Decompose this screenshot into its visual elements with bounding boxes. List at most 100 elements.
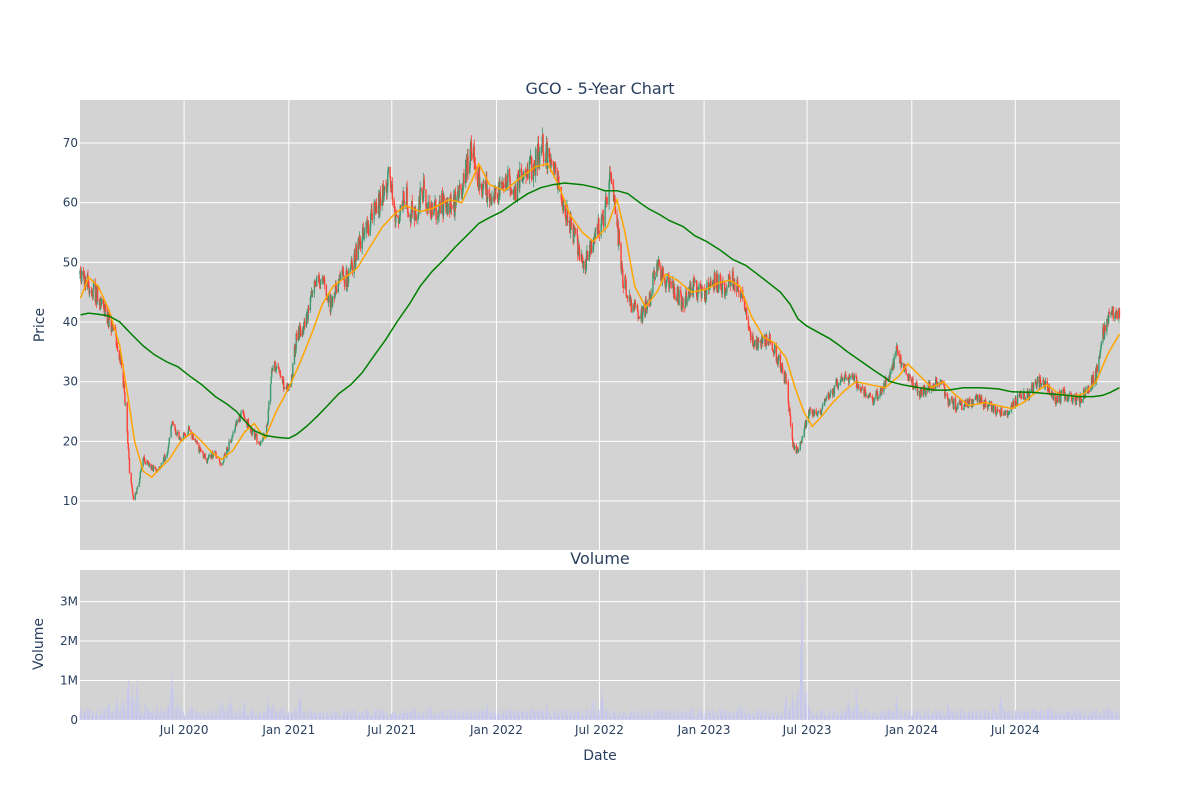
candle-body <box>577 244 580 255</box>
candle-body <box>251 431 254 435</box>
volume-bar <box>907 716 909 720</box>
volume-bar <box>521 711 523 720</box>
volume-bar <box>298 699 300 720</box>
candle-body <box>729 275 731 280</box>
candle-body <box>236 419 238 424</box>
volume-bar <box>163 711 164 720</box>
candle-body <box>104 305 107 310</box>
volume-bar <box>730 711 732 720</box>
candle-body <box>373 202 375 220</box>
candle-body <box>274 361 276 372</box>
volume-bar <box>331 713 332 720</box>
volume-bar <box>316 715 318 720</box>
volume-bar <box>640 709 642 720</box>
volume-bar <box>646 714 648 720</box>
volume-bar <box>883 709 885 720</box>
volume-bar <box>1032 709 1034 720</box>
candle-body <box>876 390 878 394</box>
volume-bar <box>291 712 293 720</box>
volume-bar <box>569 714 571 720</box>
volume-bar <box>457 714 459 720</box>
volume-bar <box>539 711 541 720</box>
volume-bar <box>250 711 252 720</box>
volume-bar <box>869 711 871 720</box>
candle-body <box>637 310 639 320</box>
volume-bar <box>172 687 174 720</box>
volume-bar <box>814 713 815 720</box>
volume-bar <box>698 709 699 720</box>
candle-body <box>383 186 386 196</box>
candle-body <box>391 184 394 200</box>
volume-bar <box>633 715 635 720</box>
volume-bar <box>501 714 503 720</box>
volume-bar <box>188 709 190 720</box>
volume-bar <box>995 713 996 720</box>
volume-bar <box>79 712 81 720</box>
volume-bar <box>386 713 388 720</box>
candle-body <box>772 351 775 354</box>
volume-bar <box>529 710 531 720</box>
volume-bar <box>1067 710 1069 720</box>
volume-bar <box>401 714 403 720</box>
volume-bar <box>1007 710 1008 720</box>
volume-bar <box>287 716 289 720</box>
volume-bar <box>933 715 935 720</box>
candle-body <box>828 393 830 398</box>
volume-bar <box>95 715 96 720</box>
volume-bar <box>903 715 905 720</box>
volume-bar <box>790 705 791 720</box>
candle-body <box>469 165 471 174</box>
volume-bar <box>780 715 782 720</box>
candle-body <box>318 279 321 284</box>
volume-bar <box>234 716 236 720</box>
candle-body <box>203 456 205 459</box>
candle-body <box>792 439 794 447</box>
candle-body <box>529 157 531 160</box>
candle-body <box>525 174 528 177</box>
candle-body <box>1068 396 1070 400</box>
candle-body <box>638 317 640 319</box>
candle-body <box>130 472 132 483</box>
volume-bar <box>116 699 117 720</box>
volume-bar <box>397 716 399 720</box>
candle-body <box>83 273 86 287</box>
candle-body <box>198 447 201 452</box>
candle-body <box>124 402 127 404</box>
volume-bar <box>303 711 305 720</box>
volume-bar <box>618 716 620 720</box>
volume-bar <box>949 710 951 720</box>
volume-bar <box>1005 712 1006 720</box>
volume-bar <box>951 710 952 720</box>
volume-bar <box>427 709 429 720</box>
candle-body <box>852 374 854 379</box>
candle-body <box>851 375 853 378</box>
volume-bar <box>368 712 369 720</box>
candle-body <box>386 186 388 193</box>
volume-bar <box>574 715 575 720</box>
candle-body <box>719 275 722 286</box>
volume-bar <box>481 709 483 720</box>
volume-bar <box>414 710 416 720</box>
volume-bar <box>737 708 739 720</box>
candle-body <box>996 409 998 412</box>
volume-bar <box>1115 711 1117 720</box>
candle-body <box>204 454 206 459</box>
volume-bar <box>729 710 731 720</box>
volume-bar <box>621 715 623 720</box>
volume-bar <box>901 711 902 720</box>
candle-body <box>848 374 850 383</box>
candle-body <box>749 329 751 332</box>
volume-bar <box>772 708 774 720</box>
volume-bar <box>231 704 233 720</box>
volume-bar <box>726 715 728 720</box>
date-tick-label: Jul 2022 <box>574 723 624 737</box>
volume-bar <box>437 712 439 720</box>
volume-bar <box>332 712 333 720</box>
volume-bar <box>87 708 88 720</box>
volume-bar <box>1092 711 1094 720</box>
volume-bar <box>422 711 423 720</box>
candle-body <box>967 399 969 407</box>
candle-body <box>293 346 296 365</box>
volume-bar <box>353 709 355 720</box>
volume-bar <box>937 711 939 720</box>
